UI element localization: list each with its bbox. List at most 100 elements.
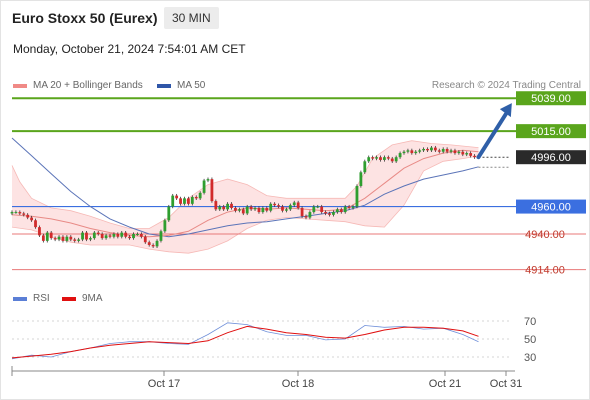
candle-body bbox=[108, 235, 112, 237]
candle-body bbox=[61, 236, 65, 241]
candle bbox=[437, 148, 441, 154]
candle-body bbox=[347, 206, 351, 208]
candle bbox=[136, 232, 139, 236]
candle-body bbox=[96, 232, 100, 234]
candle bbox=[155, 239, 159, 248]
candle bbox=[285, 207, 288, 213]
projection-arrow-shaft bbox=[476, 112, 508, 160]
candle-body bbox=[116, 234, 120, 237]
candle-body bbox=[147, 242, 151, 245]
ma50-swatch bbox=[157, 83, 171, 88]
candle-body bbox=[426, 148, 429, 151]
candle bbox=[85, 230, 88, 242]
candle-body bbox=[38, 227, 41, 236]
candle bbox=[18, 210, 22, 216]
candle-body bbox=[41, 235, 45, 241]
candle-body bbox=[308, 212, 312, 218]
candle bbox=[402, 150, 406, 155]
candle bbox=[163, 218, 167, 233]
candle bbox=[147, 240, 151, 247]
candle-body bbox=[465, 153, 469, 155]
bollinger-bands bbox=[11, 140, 479, 254]
candle bbox=[237, 207, 241, 213]
candle bbox=[308, 210, 312, 220]
candle bbox=[22, 211, 26, 217]
candle bbox=[14, 210, 18, 214]
candle-body bbox=[18, 212, 22, 214]
candle bbox=[445, 147, 449, 154]
candle-body bbox=[190, 196, 194, 204]
x-tick-label: Oct 21 bbox=[429, 378, 461, 390]
legend-rsi-label: RSI bbox=[33, 293, 50, 304]
candle bbox=[61, 235, 65, 243]
candle-body bbox=[394, 157, 398, 162]
candle-body bbox=[430, 147, 433, 151]
candle bbox=[281, 204, 284, 213]
candle-body bbox=[155, 240, 159, 247]
level-label-current: 4996.00 bbox=[531, 152, 571, 164]
candle bbox=[10, 210, 14, 216]
candle-body bbox=[159, 231, 163, 241]
candle-body bbox=[332, 212, 335, 215]
candle-body bbox=[253, 207, 257, 210]
candle bbox=[49, 230, 53, 240]
candle bbox=[116, 232, 120, 239]
legend-rsi: RSI bbox=[13, 293, 50, 304]
candle-body bbox=[53, 238, 57, 240]
candle bbox=[351, 204, 355, 210]
candle bbox=[398, 151, 402, 159]
candle-body bbox=[26, 214, 30, 218]
candle-body bbox=[49, 232, 53, 239]
candle bbox=[202, 178, 206, 195]
level-label-bg-5039.00 bbox=[516, 91, 586, 106]
legend-ma50-label: MA 50 bbox=[177, 80, 206, 91]
candle bbox=[226, 202, 229, 211]
candle bbox=[194, 195, 198, 200]
candle bbox=[112, 232, 116, 239]
candle bbox=[461, 150, 465, 157]
candle-body bbox=[206, 179, 210, 181]
candle bbox=[273, 202, 277, 207]
candle-body bbox=[261, 207, 265, 213]
candle-body bbox=[473, 155, 476, 158]
candle bbox=[92, 230, 96, 240]
candle-body bbox=[100, 234, 104, 239]
candle bbox=[253, 206, 257, 211]
candle-body bbox=[441, 148, 445, 152]
timeframe-badge[interactable]: 30 MIN bbox=[164, 7, 219, 29]
candle bbox=[257, 206, 261, 214]
candle-body bbox=[449, 150, 453, 152]
datetime-stamp: Monday, October 21, 2024 7:54:01 AM CET bbox=[13, 42, 246, 56]
candle-body bbox=[355, 186, 359, 207]
candle-body bbox=[292, 202, 296, 206]
candle bbox=[175, 193, 179, 200]
candle bbox=[465, 151, 469, 157]
candle bbox=[288, 203, 292, 211]
candle bbox=[343, 204, 347, 214]
level-label-4960.00: 4960.00 bbox=[531, 202, 571, 214]
candle-body bbox=[69, 236, 73, 240]
candle bbox=[375, 155, 378, 161]
candle bbox=[292, 200, 296, 207]
candle bbox=[386, 155, 390, 161]
candle bbox=[77, 237, 81, 243]
candle bbox=[453, 148, 457, 155]
candle bbox=[187, 196, 190, 206]
rsi-swatch bbox=[13, 296, 27, 301]
rsi-tick-50: 50 bbox=[524, 334, 536, 346]
candle-body bbox=[222, 206, 226, 210]
candle bbox=[371, 155, 375, 161]
ma50-line bbox=[11, 137, 479, 238]
candle bbox=[210, 177, 214, 203]
candle-body bbox=[328, 213, 331, 215]
candle bbox=[81, 230, 84, 242]
candle bbox=[53, 236, 57, 242]
candle-body bbox=[359, 172, 363, 186]
candle bbox=[324, 210, 327, 216]
candle-body bbox=[163, 220, 167, 232]
candle bbox=[410, 148, 414, 155]
candle-body bbox=[469, 153, 473, 156]
candle-body bbox=[187, 198, 190, 204]
candle bbox=[430, 145, 433, 152]
rsi-tick-30: 30 bbox=[524, 352, 536, 364]
